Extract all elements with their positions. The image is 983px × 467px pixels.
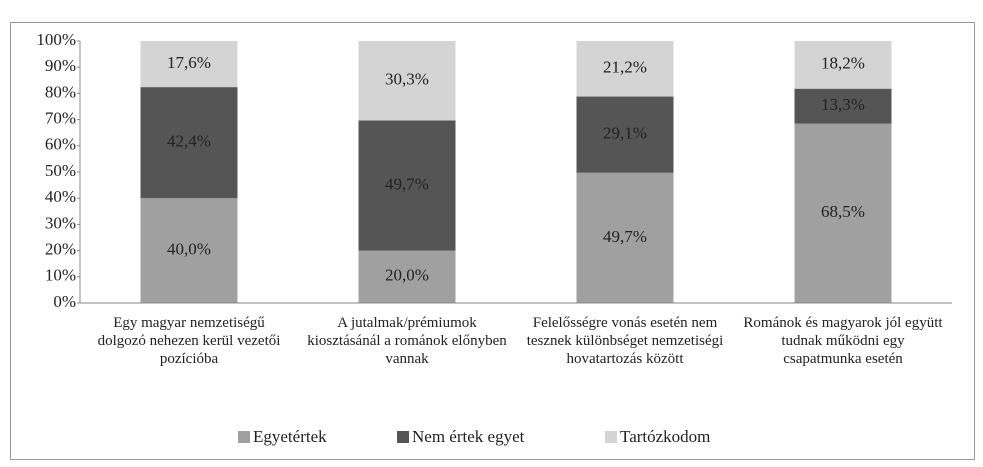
- y-tick-label: 40%: [45, 187, 76, 206]
- data-label: 40,0%: [167, 240, 211, 259]
- data-label: 13,3%: [821, 95, 865, 114]
- bar-segment: [576, 172, 674, 303]
- y-tick-label: 30%: [45, 213, 76, 232]
- legend-swatch: [397, 431, 409, 443]
- data-label: 29,1%: [603, 124, 647, 143]
- y-tick-label: 0%: [53, 292, 76, 311]
- x-tick-label: Egy magyar nemzetiségű dolgozó nehezen k…: [97, 315, 281, 367]
- legend-label: Egyetértek: [253, 427, 327, 446]
- bar-segment: [358, 250, 456, 303]
- x-tick-label: Felelősségre vonás esetén nem tesznek kü…: [526, 315, 724, 367]
- x-tick-label: A jutalmak/prémiumok kiosztásánál a romá…: [307, 315, 507, 367]
- y-tick-label: 20%: [45, 240, 76, 259]
- data-label: 49,7%: [385, 174, 429, 193]
- bar-segment: [794, 123, 892, 303]
- data-label: 42,4%: [167, 132, 211, 151]
- y-tick-label: 60%: [45, 135, 76, 154]
- bar-segment: [358, 41, 456, 121]
- bar-segment: [794, 41, 892, 89]
- legend-swatch: [605, 431, 617, 443]
- bar-segment: [140, 87, 238, 199]
- legend-label: Tartózkodom: [620, 427, 710, 446]
- legend-label: Nem értek egyet: [412, 427, 525, 446]
- data-label: 20,0%: [385, 266, 429, 285]
- data-label: 30,3%: [385, 70, 429, 89]
- data-label: 17,6%: [167, 53, 211, 72]
- data-label: 49,7%: [603, 227, 647, 246]
- bar-segment: [140, 198, 238, 303]
- bar-segment: [140, 41, 238, 88]
- y-tick-label: 100%: [36, 30, 76, 49]
- data-label: 68,5%: [821, 202, 865, 221]
- frame: [10, 22, 975, 460]
- data-label: 18,2%: [821, 54, 865, 73]
- y-tick-label: 70%: [45, 109, 76, 128]
- y-tick-label: 10%: [45, 266, 76, 285]
- y-tick-label: 50%: [45, 161, 76, 180]
- bar-segment: [358, 120, 456, 251]
- bar-segment: [794, 88, 892, 124]
- legend-swatch: [238, 431, 250, 443]
- bar-segment: [576, 41, 674, 97]
- y-tick-label: 80%: [45, 82, 76, 101]
- bar-segment: [576, 96, 674, 173]
- data-label: 21,2%: [603, 58, 647, 77]
- y-tick-label: 90%: [45, 56, 76, 75]
- x-tick-label: Románok és magyarok jól együtt tudnak mű…: [743, 315, 943, 367]
